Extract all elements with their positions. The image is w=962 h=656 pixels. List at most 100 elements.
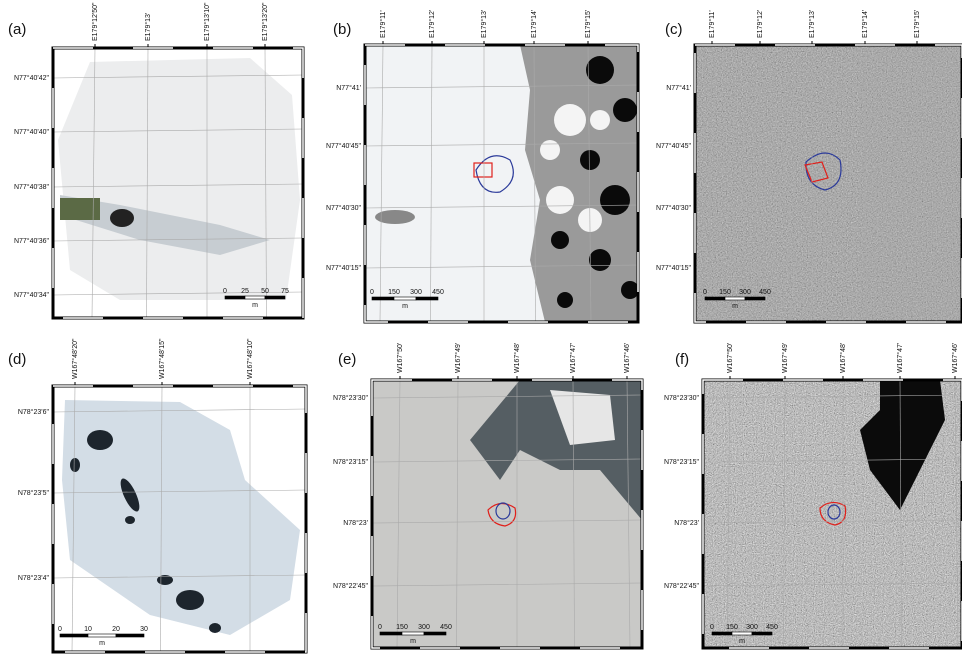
left-coordinate-label: N78°22'45" xyxy=(664,582,700,590)
scale-label: 30 xyxy=(140,626,148,633)
scale-label: 450 xyxy=(759,289,771,296)
top-coordinate-label: W167°46' xyxy=(951,343,959,373)
left-coordinate-label: N77°40'42" xyxy=(14,74,50,82)
top-coordinate-label: W167°47' xyxy=(896,343,904,373)
figure: (a) E179°12'50" E179°13' E179°13'10" E179°13… xyxy=(0,0,962,656)
left-coordinate-label: N77°41' xyxy=(336,84,361,92)
scale-unit: m xyxy=(732,303,738,310)
scale-label: 450 xyxy=(766,624,778,631)
scale-unit: m xyxy=(739,638,745,645)
top-coordinate-label: E179°11' xyxy=(708,10,716,38)
left-coordinate-label: N78°23' xyxy=(343,519,368,527)
scale-unit: m xyxy=(252,302,258,309)
left-coordinate-label: N77°41' xyxy=(666,84,691,92)
top-coordinate-label: E179°14' xyxy=(861,10,869,38)
left-coordinate-label: N78°22'45" xyxy=(333,582,369,590)
top-coordinate-label: E179°12' xyxy=(756,10,764,38)
scale-segment xyxy=(225,296,245,299)
scale-segment xyxy=(394,297,416,300)
top-coordinate-label: W167°50' xyxy=(726,343,734,373)
top-coordinate-label: W167°48'20" xyxy=(71,338,79,379)
left-coordinate-label: N78°23'4" xyxy=(18,574,50,582)
scale-label: 150 xyxy=(396,624,408,631)
top-coordinate-label: E179°14' xyxy=(530,10,538,38)
scale-label: 450 xyxy=(432,289,444,296)
left-coordinate-label: N78°23' xyxy=(674,519,699,527)
scale-label: 0 xyxy=(58,626,62,633)
left-coordinate-label: N78°23'30" xyxy=(333,394,369,402)
scale-label: 50 xyxy=(261,288,269,295)
panel-label: (f) xyxy=(675,351,689,368)
left-coordinate-label: N77°40'45" xyxy=(656,142,692,150)
left-coordinate-label: N78°23'15" xyxy=(333,458,369,466)
scale-label: 0 xyxy=(378,624,382,631)
top-coordinate-label: E179°13' xyxy=(144,13,152,41)
top-coordinate-label: W167°50' xyxy=(396,343,404,373)
top-coordinate-label: E179°13'10" xyxy=(203,2,211,41)
scale-unit: m xyxy=(402,303,408,310)
scale-label: 450 xyxy=(440,624,452,631)
top-coordinate-label: W167°49' xyxy=(781,343,789,373)
top-coordinate-label: E179°15' xyxy=(913,10,921,38)
panel-label: (c) xyxy=(665,21,683,38)
left-coordinate-label: N77°40'36" xyxy=(14,237,50,245)
scale-segment xyxy=(752,632,772,635)
scale-segment xyxy=(380,632,402,635)
top-coordinate-label: E179°13' xyxy=(480,10,488,38)
top-coordinate-label: E179°13'20" xyxy=(261,2,269,41)
top-coordinate-label: E179°11' xyxy=(379,10,387,38)
panel-label: (b) xyxy=(333,21,351,38)
panel-label: (d) xyxy=(8,351,26,368)
top-coordinate-label: W167°48'15" xyxy=(158,338,166,379)
scale-segment xyxy=(745,297,765,300)
panel-label: (a) xyxy=(8,21,26,38)
scale-label: 150 xyxy=(719,289,731,296)
left-coordinate-label: N77°40'15" xyxy=(326,264,362,272)
scale-segment xyxy=(245,296,265,299)
left-coordinate-label: N78°23'6" xyxy=(18,408,50,416)
scale-segment xyxy=(712,632,732,635)
scale-unit: m xyxy=(99,640,105,647)
scale-label: 150 xyxy=(388,289,400,296)
left-coordinate-label: N77°40'45" xyxy=(326,142,362,150)
top-coordinate-label: W167°48' xyxy=(839,343,847,373)
scale-label: 300 xyxy=(739,289,751,296)
left-coordinate-label: N77°40'40" xyxy=(14,128,50,136)
left-coordinate-label: N78°23'30" xyxy=(664,394,700,402)
scale-segment xyxy=(424,632,446,635)
scale-label: 300 xyxy=(746,624,758,631)
top-coordinate-label: E179°15' xyxy=(584,10,592,38)
scale-segment xyxy=(116,634,144,637)
scale-label: 300 xyxy=(418,624,430,631)
top-coordinate-label: W167°46' xyxy=(623,343,631,373)
scale-label: 0 xyxy=(703,289,707,296)
scale-segment xyxy=(732,632,752,635)
scale-segment xyxy=(725,297,745,300)
scale-label: 0 xyxy=(370,289,374,296)
top-coordinate-label: W167°48' xyxy=(513,343,521,373)
scale-segment xyxy=(402,632,424,635)
left-coordinate-label: N78°23'5" xyxy=(18,489,50,497)
scale-label: 75 xyxy=(281,288,289,295)
scale-unit: m xyxy=(410,638,416,645)
scale-segment xyxy=(416,297,438,300)
scale-segment xyxy=(60,634,88,637)
panel-label: (e) xyxy=(338,351,356,368)
scale-label: 10 xyxy=(84,626,92,633)
left-coordinate-label: N77°40'30" xyxy=(656,204,692,212)
top-coordinate-label: W167°47' xyxy=(569,343,577,373)
left-coordinate-label: N77°40'15" xyxy=(656,264,692,272)
scale-segment xyxy=(705,297,725,300)
scale-label: 300 xyxy=(410,289,422,296)
left-coordinate-label: N77°40'30" xyxy=(326,204,362,212)
scale-label: 20 xyxy=(112,626,120,633)
top-coordinate-label: E179°12' xyxy=(428,10,436,38)
scale-label: 25 xyxy=(241,288,249,295)
left-coordinate-label: N78°23'15" xyxy=(664,458,700,466)
scale-label: 0 xyxy=(223,288,227,295)
scale-label: 0 xyxy=(710,624,714,631)
top-coordinate-label: E179°12'50" xyxy=(91,2,99,41)
scale-segment xyxy=(372,297,394,300)
left-coordinate-label: N77°40'38" xyxy=(14,183,50,191)
top-coordinate-label: E179°13' xyxy=(808,10,816,38)
